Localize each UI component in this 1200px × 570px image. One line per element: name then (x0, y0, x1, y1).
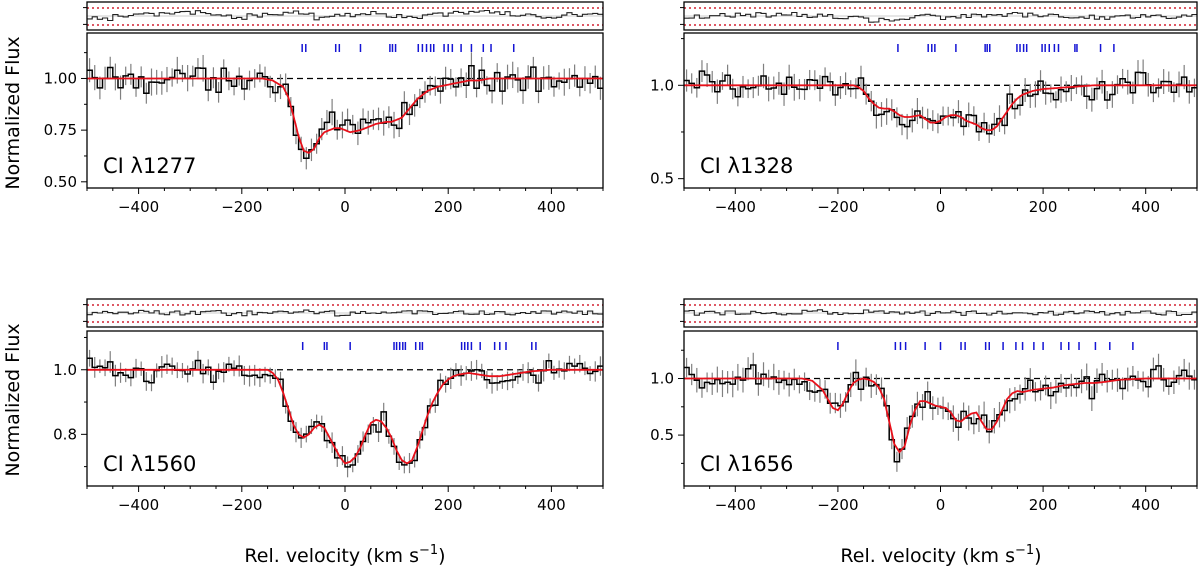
model-fit-line (684, 377, 1197, 454)
panel-ci-1328: −400 −200 0 200 400 0.5 1.0 CI λ1328 (650, 1, 1198, 216)
residual-frame (86, 298, 604, 328)
x-tick-label: 400 (537, 198, 566, 216)
y-tick-label: 0.5 (650, 426, 674, 444)
y-tick-label: 0.5 (650, 170, 674, 188)
y-tick-label: 0.50 (44, 173, 77, 191)
y-axis-title-bottom: Normalized Flux (2, 323, 24, 476)
spectrum-step-line (684, 70, 1197, 135)
y-tick-label: 0.75 (44, 121, 77, 139)
x-axis-title-right-unit-exponent: −1 (1015, 543, 1034, 558)
x-tick-label: −200 (817, 198, 858, 216)
y-tick-label: 1.0 (650, 76, 674, 94)
x-axis-title-right-close: ) (1034, 545, 1041, 567)
x-tick-label: 200 (434, 198, 463, 216)
x-tick-label: 400 (1131, 496, 1160, 514)
x-axis-title-left-text: Rel. velocity (km s (244, 545, 419, 567)
x-axis-title-right-text: Rel. velocity (km s (840, 545, 1015, 567)
x-tick-label: −400 (715, 198, 756, 216)
spectrum-step-line (87, 357, 603, 468)
x-axis-title-left-unit-exponent: −1 (419, 543, 438, 558)
model-fit-line (87, 368, 603, 465)
x-tick-label: −200 (221, 496, 262, 514)
x-tick-label: −200 (817, 496, 858, 514)
x-tick-label: −400 (118, 198, 159, 216)
x-axis-title-right: Rel. velocity (km s−1) (840, 543, 1041, 567)
x-tick-label: 200 (434, 496, 463, 514)
x-tick-label: −400 (715, 496, 756, 514)
x-axis-title-left-close: ) (438, 545, 445, 567)
x-tick-label: −200 (221, 198, 262, 216)
y-tick-label: 1.0 (650, 370, 674, 388)
x-tick-label: 200 (1029, 496, 1058, 514)
residual-trace (684, 11, 1197, 23)
residual-frame (86, 1, 604, 31)
x-tick-label: 400 (537, 496, 566, 514)
x-tick-label: 0 (340, 496, 350, 514)
residual-trace (87, 309, 603, 317)
residual-trace (684, 309, 1197, 316)
x-tick-label: 0 (936, 496, 946, 514)
x-axis-title-left: Rel. velocity (km s−1) (244, 543, 445, 567)
panel-ci-1560: −400 −200 0 200 400 0.8 1.0 CI λ1560 (53, 298, 604, 514)
y-tick-label: 1.0 (53, 361, 77, 379)
residual-frame (683, 1, 1198, 31)
panel-label: CI λ1277 (103, 154, 196, 178)
panel-ci-1656: −400 −200 0 200 400 0.5 1.0 CI λ1656 (650, 298, 1198, 514)
spectrum-step-line (87, 65, 603, 159)
panel-ci-1277: −400 −200 0 200 400 0.50 0.75 1.00 CI λ1277 (44, 1, 604, 216)
y-tick-label: 0.8 (53, 425, 77, 443)
x-tick-label: 200 (1029, 198, 1058, 216)
residual-frame (683, 298, 1198, 328)
x-tick-label: 0 (340, 198, 350, 216)
model-fit-line (87, 77, 603, 154)
model-fit-line (684, 84, 1197, 131)
x-tick-label: −400 (118, 496, 159, 514)
residual-trace (87, 9, 603, 22)
panel-label: CI λ1328 (700, 154, 793, 178)
y-axis-title-top: Normalized Flux (2, 36, 24, 189)
y-tick-label: 1.00 (44, 69, 77, 87)
x-tick-label: 0 (936, 198, 946, 216)
x-tick-label: 400 (1131, 198, 1160, 216)
panel-label: CI λ1656 (700, 452, 793, 476)
panel-label: CI λ1560 (103, 452, 196, 476)
